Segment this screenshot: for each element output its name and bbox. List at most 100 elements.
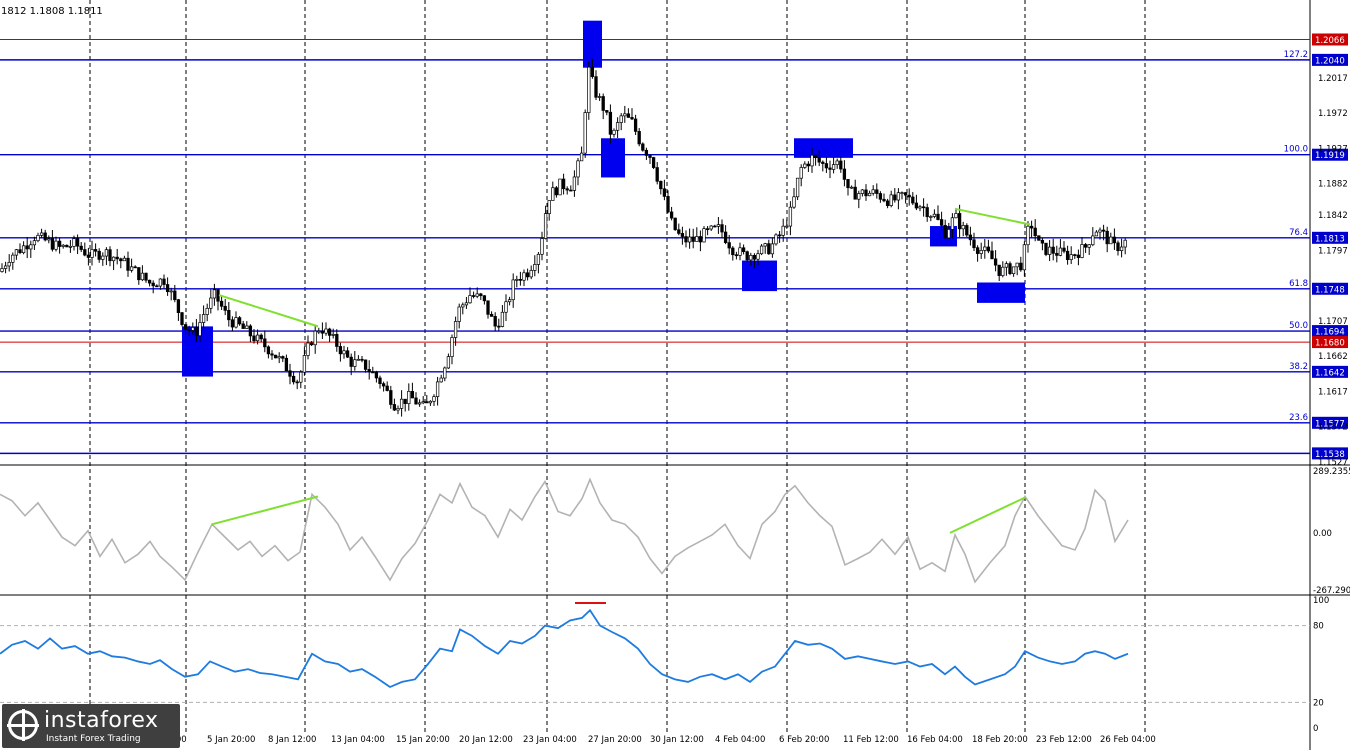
candle-body [349,356,353,367]
candle-body [39,232,44,236]
candle-body [439,377,443,383]
price-tick-label: 1.1617 [1318,387,1348,397]
candle-body [1004,263,1009,268]
candle-body [302,355,307,373]
candle-body [695,236,699,242]
candle-body [32,240,37,246]
candle-body [25,245,29,250]
candle-body [245,325,249,329]
candle-body [594,76,598,98]
candle-body [1101,229,1106,232]
candle-body [205,307,209,315]
candle-body [687,236,692,243]
candle-body [83,249,87,256]
candle-body [997,264,1001,276]
candle-body [637,131,641,145]
price-tick-label: 1.1842 [1318,211,1348,221]
x-axis-label: 26 Feb 04:00 [1100,735,1156,745]
candle-body [965,225,969,236]
candle-body [813,154,818,158]
candle-body [561,178,566,190]
candle-body [291,375,296,383]
candle-body [810,154,814,167]
candle-body [14,249,19,256]
candle-body [612,129,616,135]
candle-body [1047,246,1052,255]
candle-body [723,231,728,243]
candle-body [896,192,901,201]
candle-body [666,196,670,213]
candle-body [1069,254,1073,260]
level-price-label: 1.1813 [1315,234,1345,244]
candle-body [734,254,739,257]
candle-body [936,213,940,220]
candle-body [799,167,803,179]
candle-body [745,251,749,261]
price-tick-label: 1.1882 [1318,180,1348,190]
candle-body [201,314,206,323]
candle-body [410,391,415,399]
candle-body [1123,239,1127,248]
candle-body [486,300,490,315]
x-axis-label: 8 Jan 12:00 [268,735,316,745]
candle-body [842,168,847,180]
fib-percent-label: 76.4 [1289,228,1308,238]
candle-body [464,302,469,306]
ohlc-readout: 1812 1.1808 1.1811 [1,6,103,17]
candle-body [947,229,951,239]
candle-body [860,189,865,194]
candle-body [461,304,465,308]
candle-body [230,319,235,328]
candle-body [623,113,627,117]
candle-body [990,250,994,260]
candle-body [943,225,947,239]
rsi-tick-label: 0 [1313,724,1318,734]
candle-body [97,250,101,260]
candle-body [381,383,386,387]
candle-body [720,224,724,233]
candle-body [277,356,281,359]
cci-tick-label: 289.2355 [1313,467,1350,477]
candle-body [849,186,854,189]
candle-body [432,396,436,402]
level-price-label: 1.2066 [1315,36,1345,46]
signal-marker [977,282,1025,303]
level-price-box [1312,416,1348,429]
candle-body [993,258,998,266]
fib-percent-label: 100.0 [1284,145,1308,155]
candle-body [392,404,397,411]
candle-body [648,155,652,158]
price-tick-label: 1.1797 [1318,246,1348,256]
candle-body [705,228,710,231]
candle-body [151,282,155,287]
price-tick-label: 1.1927 [1318,144,1348,154]
candle-body [227,309,231,321]
candle-body [407,391,411,404]
level-price-box [1312,33,1348,46]
candle-body [590,66,595,77]
candle-body [878,193,883,200]
candle-body [79,245,83,250]
fib-percent-label: 50.0 [1289,321,1308,331]
level-price-label: 1.1694 [1315,328,1345,338]
candle-body [479,293,483,297]
candle-body [846,179,850,189]
candle-body [219,300,224,307]
cci-tick-label: 0.00 [1313,529,1332,539]
candle-body [111,256,116,262]
candle-body [587,66,591,113]
candle-body [3,265,8,269]
candle-body [817,157,821,163]
price-tick-label: 1.1527 [1318,458,1348,468]
candle-body [821,161,825,164]
candle-body [342,350,346,355]
indicator-layer [0,477,1310,703]
candle-body [1001,266,1005,276]
candle-body [101,255,105,260]
x-axis-label: 11 Feb 12:00 [843,735,899,745]
candles-layer [0,58,1127,417]
candle-body [165,284,170,292]
candle-body [360,358,364,361]
horizontal-levels-layer: 1.2066 1.2040 127.2 1.1919 100.0 1.1813 76.4 1.… [0,33,1348,460]
candle-body [911,196,915,204]
